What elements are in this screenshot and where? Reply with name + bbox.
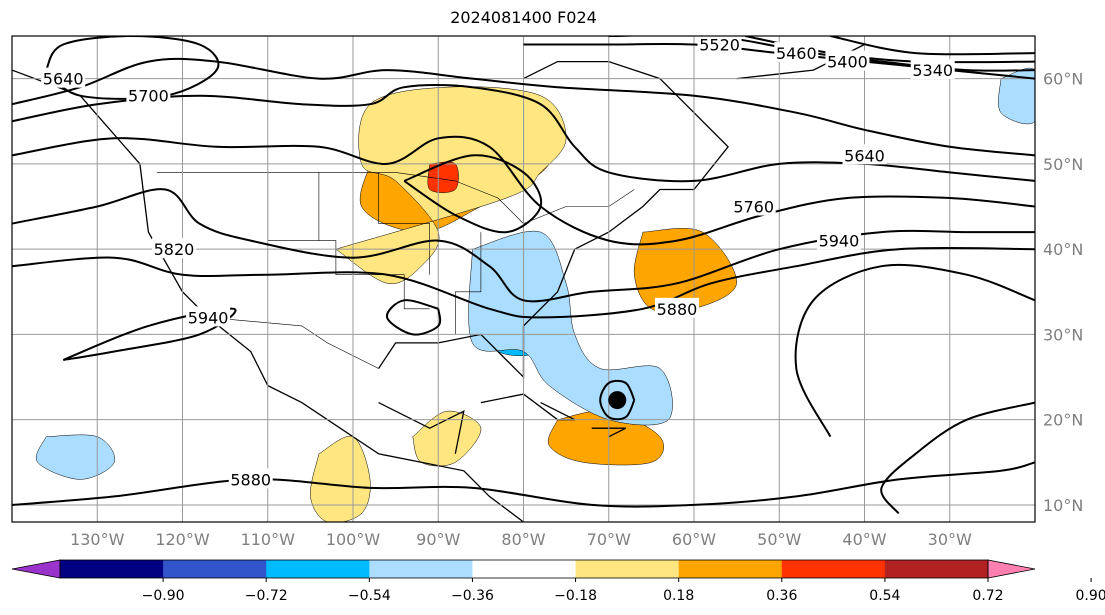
- colorbar-segment: [60, 560, 164, 578]
- colorbar-frame: [59, 559, 989, 579]
- lon-tick-label: 60°W: [672, 530, 716, 549]
- contour-label-bg: [731, 195, 776, 216]
- contour-label-bg: [654, 297, 699, 318]
- contour-label-bg: [774, 42, 819, 63]
- colorbar-segment: [472, 560, 577, 578]
- contour-label-bg: [910, 59, 955, 80]
- height-contour: [880, 401, 1035, 515]
- lat-tick-label: 30°N: [1043, 325, 1083, 344]
- storm-center-marker: [608, 391, 627, 410]
- colorbar-tick-label: 0.18: [663, 588, 694, 604]
- contour-label: 5700: [128, 87, 169, 106]
- contour-label: 5460: [776, 44, 817, 63]
- map-panel: 5640 5700 5820 5940 5880 5520 5460 5400 5340 5640…: [11, 35, 1083, 549]
- anomaly-region: [468, 230, 673, 426]
- anomaly-region: [427, 161, 459, 193]
- contour-label: 5820: [154, 240, 195, 259]
- lon-tick-label: 80°W: [501, 530, 545, 549]
- contour-label-bg: [697, 36, 742, 54]
- height-contour: [12, 57, 1035, 157]
- contour-label: 5880: [230, 470, 271, 489]
- contour-label: 5940: [819, 232, 860, 251]
- map-frame: [11, 35, 1036, 523]
- colorbar-segment: [575, 560, 680, 578]
- colorbar-segment: [884, 560, 989, 578]
- contour-label-bg: [825, 50, 870, 71]
- contour-label: 5340: [912, 61, 953, 80]
- map-content: 5640 5700 5820 5940 5880 5520 5460 5400 5340 5640…: [12, 36, 1035, 522]
- contour-label-bg: [228, 468, 273, 489]
- colorbar-tick-label: 0.36: [766, 588, 797, 604]
- contour-label: 5640: [844, 146, 885, 165]
- contour-label: 5940: [188, 308, 229, 327]
- coastline: [591, 427, 627, 438]
- anomaly-region: [36, 434, 116, 480]
- contour-label: 5760: [733, 198, 774, 217]
- height-contour: [12, 461, 1035, 508]
- height-contour: [12, 135, 1035, 246]
- colorbar-segment: [678, 560, 783, 578]
- colorbar-tick-label: −0.18: [554, 588, 597, 604]
- colorbar-segment: [266, 560, 370, 578]
- lat-tick-label: 40°N: [1043, 240, 1083, 259]
- contour-label-bg: [41, 67, 86, 88]
- colorbar: −0.90 −0.72 −0.54 −0.36 −0.18 0.18 0.36 0.54 0.7…: [11, 559, 1105, 604]
- height-contour: [386, 299, 442, 336]
- colorbar-tick-label: −0.90: [142, 588, 185, 604]
- colorbar-segment: [781, 560, 886, 578]
- lon-tick-label: 110°W: [241, 530, 296, 549]
- height-contour: [62, 307, 237, 361]
- colorbar-extend-high: [987, 559, 1036, 579]
- lon-tick-label: 30°W: [928, 530, 972, 549]
- colorbar-segment: [163, 560, 267, 578]
- height-contour: [12, 246, 1035, 319]
- contour-label-bg: [842, 144, 887, 165]
- lon-tick-label: 40°W: [842, 530, 886, 549]
- colorbar-segment: [369, 560, 473, 578]
- anomaly-region: [412, 410, 482, 467]
- contour-label: 5640: [43, 70, 84, 89]
- contour-label-bg: [151, 238, 196, 259]
- contour-label: 5880: [657, 300, 698, 319]
- height-contour: [794, 263, 1035, 438]
- anomaly-region: [998, 67, 1035, 125]
- lon-tick-label: 120°W: [155, 530, 210, 549]
- state-border: [454, 232, 482, 335]
- colorbar-tick-label: −0.72: [245, 588, 288, 604]
- lon-tick-label: 70°W: [587, 530, 631, 549]
- height-contour: [403, 154, 543, 234]
- height-contour: [45, 36, 220, 100]
- lon-tick-label: 50°W: [757, 530, 801, 549]
- state-border: [156, 172, 635, 224]
- colorbar-tick-label: 0.90: [1076, 588, 1105, 604]
- coastline: [12, 69, 524, 522]
- contour-label-bg: [816, 229, 861, 250]
- colorbar-extend-low: [11, 559, 61, 579]
- colorbar-tick-label: −0.54: [348, 588, 391, 604]
- contour-label: 5520: [699, 36, 740, 55]
- lat-tick-label: 60°N: [1043, 70, 1083, 89]
- lon-tick-label: 90°W: [416, 530, 460, 549]
- lon-tick-label: 100°W: [326, 530, 381, 549]
- lat-tick-label: 10°N: [1043, 496, 1083, 515]
- map-title: 2024081400 F024: [450, 8, 597, 27]
- colorbar-tick-label: 0.72: [972, 588, 1003, 604]
- contour-label-bg: [186, 306, 231, 327]
- height-contour: [830, 36, 1035, 56]
- lat-tick-label: 50°N: [1043, 155, 1083, 174]
- lon-tick-label: 130°W: [70, 530, 125, 549]
- contour-label-bg: [126, 84, 171, 105]
- colorbar-tick-label: −0.36: [451, 588, 494, 604]
- contour-label: 5400: [827, 53, 868, 72]
- height-contour: [599, 379, 636, 421]
- lat-tick-label: 20°N: [1043, 411, 1083, 430]
- colorbar-tick-label: 0.54: [869, 588, 900, 604]
